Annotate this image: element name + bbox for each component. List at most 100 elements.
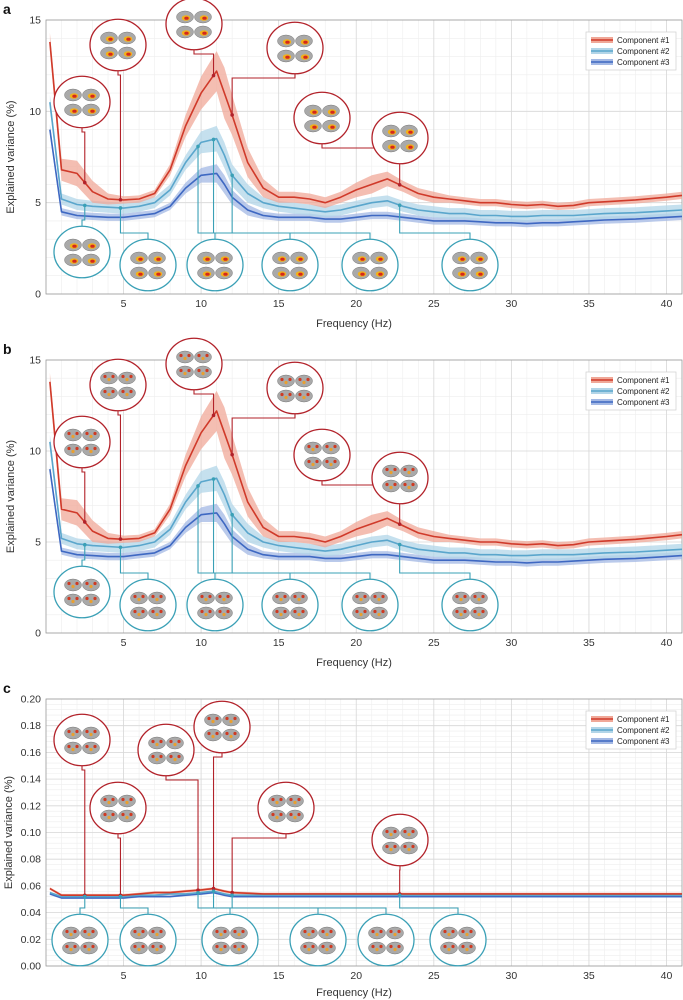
activation-dot (443, 929, 447, 934)
y-tick-label: 10 (29, 446, 41, 458)
legend-label: Component #3 (617, 398, 670, 407)
x-tick-label: 35 (583, 637, 595, 649)
x-tick-label: 25 (428, 298, 440, 310)
legend-label: Component #2 (617, 726, 670, 735)
activation-dot (393, 844, 397, 849)
brain-map-component-1 (165, 0, 223, 51)
brain-map-component-2 (53, 225, 111, 279)
activation-dot (359, 597, 363, 602)
activation-core (303, 55, 308, 59)
activation-dot (293, 800, 297, 805)
brain-map-component-1 (89, 358, 147, 412)
activation-core (298, 257, 303, 261)
activation-dot (477, 597, 481, 602)
activation-dot (355, 609, 359, 614)
brain-map-component-1 (266, 361, 324, 415)
activation-dot (465, 947, 469, 952)
activation-dot (293, 594, 297, 599)
activation-core (184, 31, 189, 35)
map-circle-outline (186, 238, 244, 292)
data-marker (211, 889, 216, 894)
x-tick-label: 5 (121, 970, 127, 982)
map-leader-component-2 (81, 542, 87, 566)
activation-dot (455, 594, 459, 599)
map-leader-component-1 (81, 468, 87, 524)
activation-core (138, 272, 143, 276)
activation-dot (201, 371, 205, 376)
activation-dot (155, 597, 159, 602)
brain-map-component-2 (261, 578, 319, 632)
activation-dot (403, 482, 407, 487)
activation-dot (125, 392, 129, 397)
brain-map-component-1 (257, 781, 315, 835)
activation-dot (83, 929, 87, 934)
activation-core (156, 257, 161, 261)
y-tick-label: 0.12 (21, 800, 42, 812)
activation-dot (403, 829, 407, 834)
map-circle-outline (165, 0, 223, 51)
data-marker (230, 890, 234, 895)
activation-dot (363, 594, 367, 599)
activation-dot (89, 599, 93, 604)
map-circle-outline (341, 238, 399, 292)
activation-dot (271, 812, 275, 817)
brain-map-component-1 (266, 21, 324, 75)
data-marker (82, 542, 87, 547)
map-leader-component-1 (117, 71, 123, 202)
panel-b: 5 10 15 20 25 30 35 40 0 5 10 15 Frequency (Hz) Expla… (3, 337, 683, 669)
activation-dot (71, 434, 75, 439)
activation-dot (73, 929, 77, 934)
brain-map-component-1 (137, 723, 195, 777)
activation-dot (93, 729, 97, 734)
map-circle-outline (441, 238, 499, 292)
activation-dot (411, 844, 415, 849)
activation-dot (377, 612, 381, 617)
data-marker (118, 197, 123, 202)
activation-dot (275, 815, 279, 820)
brain-map-component-2 (186, 578, 244, 632)
brain-map-component-1 (89, 781, 147, 835)
activation-dot (321, 929, 325, 934)
activation-dot (85, 581, 89, 586)
activation-dot (297, 597, 301, 602)
activation-dot (159, 754, 163, 759)
map-circle-outline (51, 913, 109, 967)
activation-dot (155, 742, 159, 747)
activation-dot (137, 612, 141, 617)
leader-line (231, 514, 371, 579)
activation-dot (93, 596, 97, 601)
activation-dot (219, 947, 223, 952)
panel-letter: c (3, 680, 11, 696)
activation-dot (297, 797, 301, 802)
map-circle-outline (193, 700, 251, 754)
leader-line (231, 895, 387, 914)
x-tick-label: 10 (195, 970, 207, 982)
activation-dot (407, 847, 411, 852)
map-leader-component-1 (230, 414, 296, 457)
activation-dot (233, 929, 237, 934)
data-marker (230, 173, 234, 178)
activation-core (72, 244, 77, 248)
x-tick-label: 40 (661, 298, 673, 310)
map-circle-outline (429, 913, 487, 967)
leader-line (119, 547, 149, 579)
activation-dot (111, 374, 115, 379)
activation-dot (279, 812, 283, 817)
activation-dot (71, 584, 75, 589)
activation-dot (373, 594, 377, 599)
activation-dot (293, 609, 297, 614)
series-line-component-1 (49, 41, 683, 208)
brain-map-component-2 (119, 913, 177, 967)
activation-dot (73, 944, 77, 949)
activation-core (312, 125, 317, 129)
brain-map-component-1 (53, 713, 111, 767)
activation-dot (289, 797, 293, 802)
activation-dot (183, 371, 187, 376)
activation-dot (333, 459, 337, 464)
activation-dot (71, 747, 75, 752)
activation-dot (89, 584, 93, 589)
activation-core (298, 272, 303, 276)
data-marker (230, 113, 234, 117)
map-circle-outline (53, 713, 111, 767)
activation-dot (315, 444, 319, 449)
